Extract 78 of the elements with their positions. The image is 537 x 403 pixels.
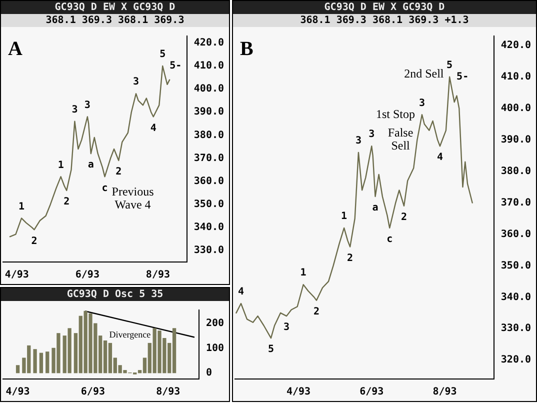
y-tick-label: 350.0 xyxy=(500,260,532,272)
x-tick-label: 6/93 xyxy=(80,386,106,398)
annotation: 2nd Sell xyxy=(404,66,444,80)
y-tick-label: 350.0 xyxy=(194,198,224,210)
annotation: 2 xyxy=(313,306,320,318)
annotation: 1 xyxy=(341,211,348,222)
annotation: 2 xyxy=(64,196,70,208)
annotation: 5 xyxy=(160,49,166,60)
annotation: 3 xyxy=(368,129,375,140)
bar xyxy=(39,352,44,374)
annotation: 4 xyxy=(150,122,156,134)
x-tick-label: 6/93 xyxy=(75,270,100,281)
annotation: 2 xyxy=(400,212,408,224)
annotation: 1 xyxy=(58,160,64,171)
annotation: 2 xyxy=(347,252,354,264)
y-tick-label: 340.0 xyxy=(194,222,224,233)
y-tick-label: 360.0 xyxy=(500,228,532,240)
text: GC93Q D EW X GC93Q D xyxy=(233,1,536,14)
x-tick-label: 4/93 xyxy=(6,386,30,398)
annotation: Divergence xyxy=(109,330,151,340)
annotation: a xyxy=(88,160,94,171)
y-tick-label: 390.0 xyxy=(500,134,532,146)
annotation: 1 xyxy=(18,201,25,212)
annotation: 4 xyxy=(436,152,443,164)
text: GC93Q D Osc 5 35 xyxy=(1,288,229,301)
annotation: 1st Stop xyxy=(376,106,415,121)
chart-title: B xyxy=(240,38,254,60)
y-tick-label: 410.0 xyxy=(194,60,224,72)
y-tick-label: 200 xyxy=(206,318,224,330)
annotation: 3 xyxy=(84,100,90,111)
y-tick-label: 420.0 xyxy=(500,40,532,52)
y-tick-label: 320.0 xyxy=(500,354,532,366)
annotation: c xyxy=(102,182,108,194)
y-tick-label: 370.0 xyxy=(194,152,224,164)
y-tick-label: 330.0 xyxy=(500,323,532,334)
chart-title: A xyxy=(8,38,23,60)
annotation: 3 xyxy=(72,104,78,116)
y-tick-label: 360.0 xyxy=(194,176,224,187)
annotation: 3 xyxy=(355,136,362,147)
annotation: c xyxy=(386,234,393,246)
annotation: 5 xyxy=(446,60,453,71)
text: 368.1 369.3 368.1 369.3 +1.3 xyxy=(233,14,536,27)
x-tick-label: 8/93 xyxy=(156,386,180,398)
bar xyxy=(33,349,37,374)
bar xyxy=(46,352,50,374)
y-tick-label: 380.0 xyxy=(500,166,532,177)
x-tick-label: 4/93 xyxy=(286,386,311,398)
y-tick-label: 370.0 xyxy=(500,197,532,208)
text: 368.1 369.3 368.1 369.3 xyxy=(1,14,229,27)
y-tick-label: 400.0 xyxy=(194,84,224,95)
y-tick-label: 340.0 xyxy=(500,292,532,303)
text: GC93Q D EW X GC93Q D xyxy=(1,1,229,14)
y-tick-label: 420.0 xyxy=(194,38,224,49)
annotation: 2 xyxy=(116,166,122,178)
x-tick-label: 8/93 xyxy=(432,386,457,398)
y-tick-label: 100 xyxy=(206,342,224,354)
y-tick-label: 390.0 xyxy=(194,106,224,118)
annotation: Previous Wave 4 xyxy=(112,184,154,212)
x-tick-label: 4/93 xyxy=(4,270,29,281)
annotation: 4 xyxy=(238,286,244,298)
bar xyxy=(16,365,20,374)
annotation: 5 xyxy=(268,344,274,356)
annotation: a xyxy=(372,202,378,214)
annotation: 2 xyxy=(31,236,38,247)
annotation: 3 xyxy=(132,76,140,88)
y-tick-label: 400.0 xyxy=(500,102,532,114)
annotation: 5- xyxy=(456,72,469,82)
annotation: False Sell xyxy=(388,126,414,152)
x-tick-label: 8/93 xyxy=(146,270,170,281)
annotation: 3 xyxy=(284,322,290,334)
annotation: 1 xyxy=(300,268,306,279)
y-tick-label: 380.0 xyxy=(194,130,224,141)
x-tick-label: 6/93 xyxy=(360,386,384,398)
y-tick-label: 410.0 xyxy=(500,72,532,82)
annotation: 5- xyxy=(170,60,182,72)
annotation: 3 xyxy=(418,98,425,109)
y-tick-label: 330.0 xyxy=(194,245,224,256)
y-tick-label: 0 xyxy=(206,367,212,378)
